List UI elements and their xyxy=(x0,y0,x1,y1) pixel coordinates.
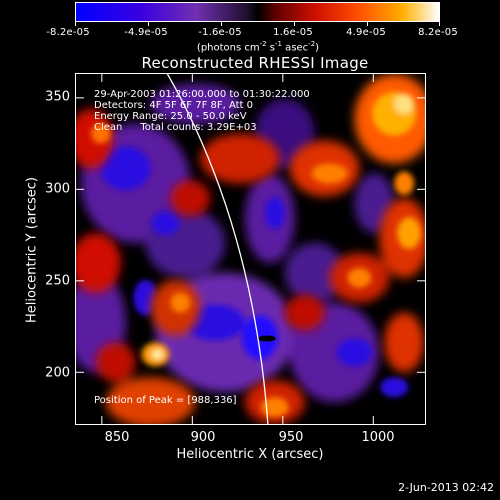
plot-title: Reconstructed RHESSI Image xyxy=(141,54,369,72)
colorbar-tick-label: -1.6e-05 xyxy=(198,27,242,38)
colorbar-tick-label: 4.9e-05 xyxy=(346,27,386,38)
info-method: Clean xyxy=(94,122,123,133)
colorbar xyxy=(75,2,440,22)
colorbar-tick xyxy=(221,22,222,26)
y-tick-label: 300 xyxy=(45,181,70,197)
plot-area[interactable]: 29-Apr-2003 01:26:00.000 to 01:30:22.000… xyxy=(75,73,426,425)
image-heatmap xyxy=(76,74,425,424)
info-method-row: Clean Total counts: 3.29E+03 xyxy=(94,122,257,133)
colorbar-tick-label: 1.6e-05 xyxy=(273,27,313,38)
x-tick-label: 950 xyxy=(278,430,304,445)
y-tick-label: 350 xyxy=(45,89,70,105)
colorbar-unit-label: (photons cm-2 s-1 asec-2) xyxy=(196,40,320,54)
colorbar-tick-label: -4.9e-05 xyxy=(124,27,168,38)
info-total-counts: Total counts: 3.29E+03 xyxy=(140,122,257,133)
x-axis-label: Heliocentric X (arcsec) xyxy=(176,447,324,462)
colorbar-tick xyxy=(294,22,295,26)
y-axis-label: Heliocentric Y (arcsec) xyxy=(24,177,40,323)
colorbar-tick xyxy=(75,22,76,26)
y-tick-label: 250 xyxy=(45,273,70,289)
render-timestamp: 2-Jun-2013 02:42 xyxy=(398,481,494,494)
y-tick-label: 200 xyxy=(45,365,70,381)
colorbar-tick-label: 8.2e-05 xyxy=(418,27,458,38)
x-tick-label: 850 xyxy=(104,430,130,445)
x-tick-label: 900 xyxy=(190,430,216,445)
peak-marker xyxy=(257,335,276,342)
x-tick-label: 1000 xyxy=(361,430,395,445)
colorbar-tick xyxy=(367,22,368,26)
info-energy-range: Energy Range: 25.0 - 50.0 keV xyxy=(94,111,247,122)
colorbar-tick xyxy=(439,22,440,26)
colorbar-gradient xyxy=(76,3,439,21)
colorbar-tick xyxy=(148,22,149,26)
peak-position-label: Position of Peak = [988,336] xyxy=(94,395,237,406)
info-detectors: Detectors: 4F 5F 6F 7F 8F, Att 0 xyxy=(94,100,254,111)
info-time-range: 29-Apr-2003 01:26:00.000 to 01:30:22.000 xyxy=(94,89,310,100)
colorbar-tick-label: -8.2e-05 xyxy=(46,27,90,38)
solar-limb-line xyxy=(166,74,269,424)
